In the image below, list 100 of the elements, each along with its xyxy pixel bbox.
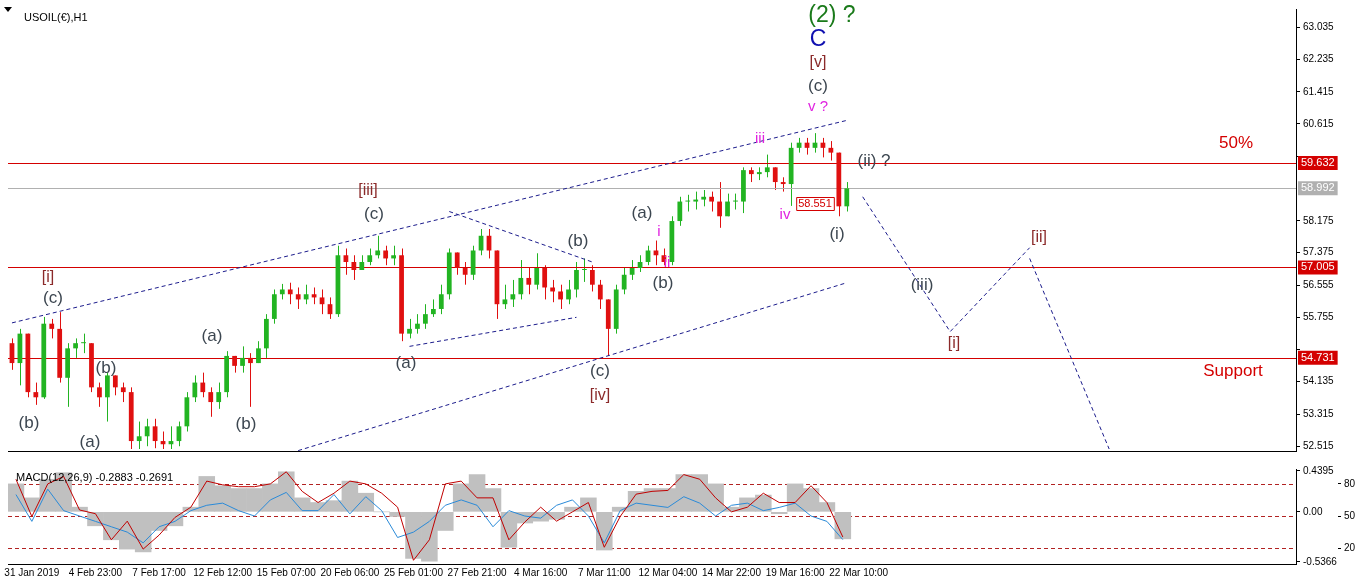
candlestick [97,382,102,408]
annotation: (b) [18,412,40,432]
candlestick [629,259,635,281]
candlestick [391,245,396,266]
candlestick [462,261,468,286]
y-tick-label: 61.415 [1303,85,1335,97]
candlestick [240,345,245,374]
ref-line-label: 54.731 [1301,350,1335,363]
x-tick-label: 22 Mar 10:00 [829,566,889,578]
y-tick-label: 53.315 [1303,407,1335,419]
candlestick [589,264,595,292]
candlestick [454,251,460,276]
candlestick [597,279,603,310]
candlestick [764,154,770,178]
annotation: (b) [567,230,589,250]
chart-title: MACD(12,26,9) -0.2883 -0.2691 [16,470,174,483]
candlestick [844,181,850,212]
candlestick [192,374,198,403]
y-tick-label: 56.555 [1303,279,1335,291]
annotation: (b) [235,413,257,433]
candlestick [621,267,627,295]
annotation: Support [1203,360,1264,380]
y-tick-label: -0.5366 [1303,555,1338,567]
y2-tick-label: 50 [1344,509,1356,521]
candlestick [248,352,253,408]
x-tick-label: 19 Mar 16:00 [765,566,826,578]
candlestick [542,264,548,300]
candlestick [351,254,357,281]
candlestick [120,382,126,403]
candlestick [558,284,563,310]
x-tick-label: 7 Mar 11:00 [577,566,632,578]
annotation: i [657,222,661,240]
candlestick [81,333,86,354]
x-tick-label: 12 Mar 04:00 [638,566,698,578]
annotation: ii [663,253,671,271]
annotation: [ii] [1031,228,1047,246]
candlestick [534,252,540,290]
x-tick-label: 27 Feb 21:00 [447,566,507,578]
candlestick [415,313,420,335]
candlestick [574,261,579,298]
x-tick-label: 4 Mar 16:00 [514,566,568,578]
candlestick [144,418,150,447]
annotation: v ? [807,97,829,115]
x-tick-label: 15 Feb 07:00 [256,566,317,578]
annotation: iv [779,205,791,223]
candlestick [566,279,571,305]
candlestick [136,421,142,450]
y2-tick-label: 20 [1344,541,1356,553]
candlestick [709,191,715,212]
candlestick [677,196,683,227]
candlestick [200,372,206,398]
x-tick-label: 31 Jan 2019 [4,566,60,578]
annotation: [i] [947,334,961,352]
y-tick-label: 57.375 [1303,246,1335,258]
ref-line-label: 59.632 [1301,155,1335,168]
candlestick [518,259,524,300]
candlestick [295,286,301,310]
y-tick-label: 0.4395 [1303,464,1335,476]
y-tick-label: 52.515 [1303,439,1335,451]
annotation: (a) [201,325,223,345]
candlestick [112,374,118,396]
annotation: (iii) [910,274,934,294]
annotation: [iv] [589,386,611,404]
x-tick-label: 14 Mar 22:00 [702,566,762,578]
annotation: [i] [41,268,55,286]
annotation: (a) [79,431,101,451]
candlestick [717,181,722,229]
y-tick-label: 58.175 [1303,214,1335,226]
x-tick-label: 12 Feb 12:00 [193,566,253,578]
annotation: [v] [809,53,827,71]
candlestick [423,303,428,330]
annotation: 58.551 [798,197,832,210]
candlestick [49,318,55,339]
candlestick [216,382,222,410]
candlestick [407,318,412,339]
x-tick-label: 7 Feb 17:00 [132,566,187,578]
y2-tick-label: 80 [1344,477,1356,489]
annotation: iii [755,129,765,147]
chart-title: USOIL(€),H1 [24,10,88,23]
x-tick-label: 20 Feb 06:00 [320,566,380,578]
candlestick [73,337,78,359]
annotation: (c) [43,287,63,307]
annotation: (i) [829,223,845,243]
ref-line-label: 58.992 [1301,181,1335,194]
annotation: (c) [590,360,610,380]
y-tick-label: 62.235 [1303,53,1335,65]
y-tick-label: 63.035 [1303,21,1335,33]
x-tick-label: 4 Feb 23:00 [68,566,123,578]
candlestick [685,194,691,212]
y-tick-label: 54.135 [1303,375,1335,387]
candlestick [526,267,532,295]
annotation: (a) [631,202,653,222]
candlestick [733,193,738,211]
y-tick-label: 60.615 [1303,117,1335,129]
candlestick [303,284,309,305]
candlestick [510,279,516,308]
ref-line-label: 57.005 [1301,260,1335,273]
x-tick-label: 25 Feb 01:00 [384,566,444,578]
candlestick [550,279,555,303]
y-tick-label: 55.755 [1303,310,1335,322]
